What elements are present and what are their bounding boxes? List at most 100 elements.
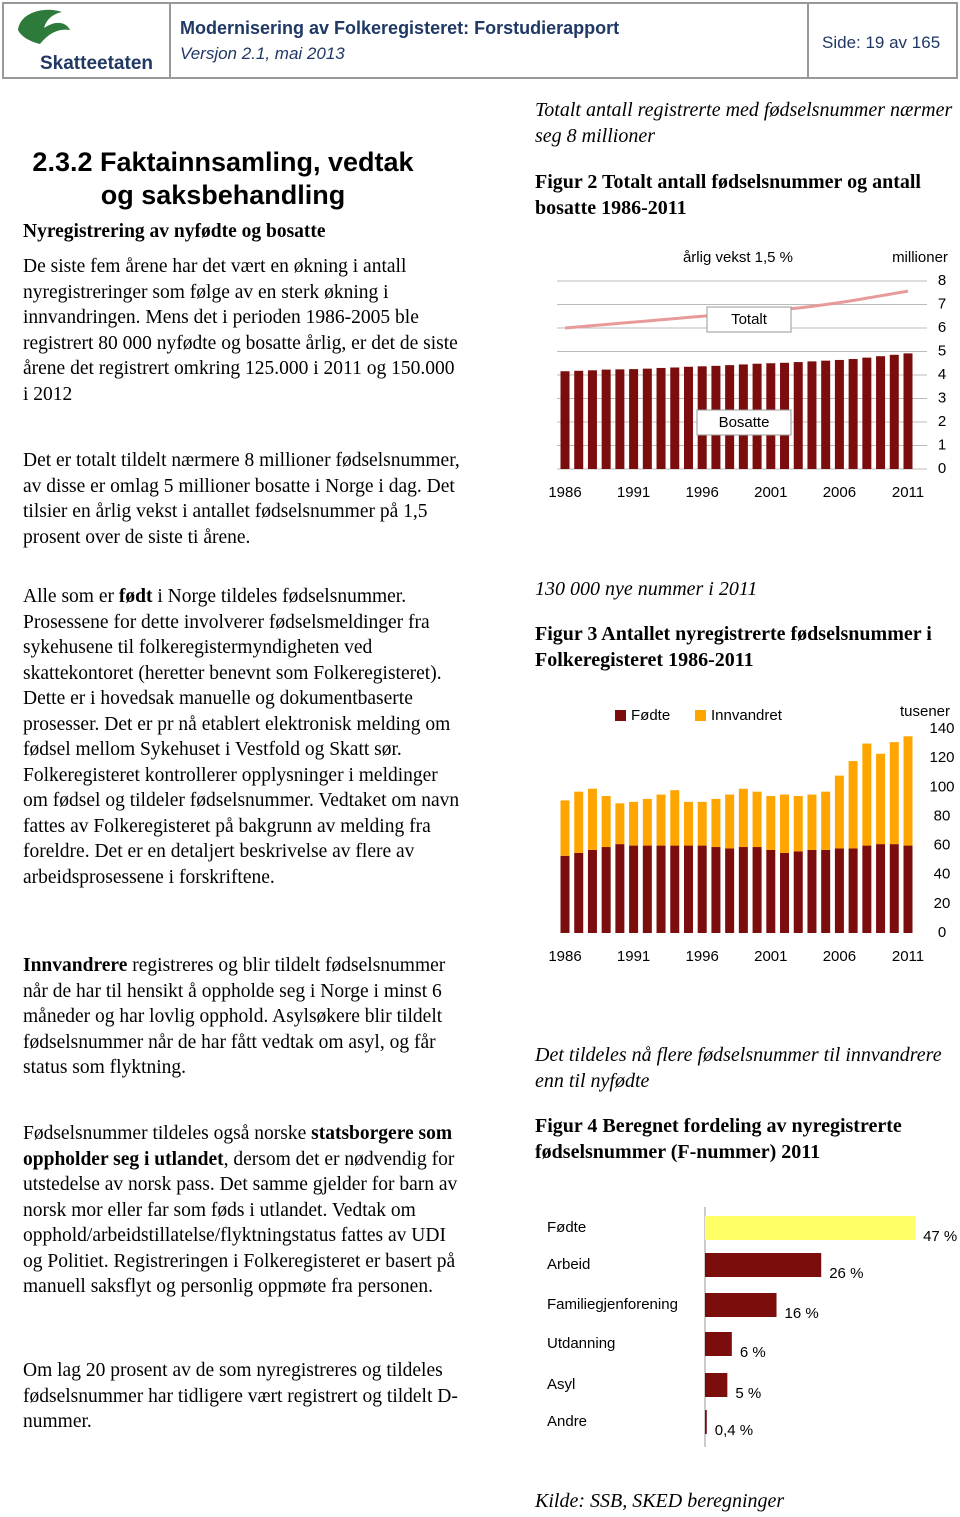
bar-segment [876, 753, 886, 845]
value-label: 16 % [785, 1305, 819, 1322]
text: registreres og blir tildelt fødselsnumme… [23, 955, 446, 1078]
bar-segment [629, 845, 639, 933]
value-label: 26 % [829, 1265, 863, 1282]
bar-segment [629, 801, 639, 846]
x-tick-label: 1991 [617, 948, 650, 965]
paragraph: Om lag 20 prosent av de som nyregistrere… [23, 1358, 463, 1435]
y-tick-label: 0 [938, 460, 946, 477]
bar [705, 1373, 728, 1397]
category-label: Andre [547, 1413, 587, 1430]
y-tick-label: 8 [938, 272, 946, 289]
bar-segment [889, 742, 899, 845]
logo-mark [18, 9, 70, 44]
bar [793, 362, 803, 469]
y-tick-label: 6 [938, 319, 946, 336]
bar-segment [889, 844, 899, 933]
bold-text: født [118, 586, 153, 607]
bar [807, 361, 817, 469]
bar-segment [738, 847, 748, 933]
annotation: årlig vekst 1,5 % [683, 249, 793, 266]
bar [601, 369, 611, 469]
y-tick-label: 7 [938, 295, 946, 312]
bar-segment [862, 845, 872, 933]
category-label: Fødte [547, 1219, 586, 1236]
bar-segment [574, 852, 584, 933]
y-tick-label: 1 [938, 436, 946, 453]
bar-segment [752, 791, 762, 848]
bar-segment [821, 791, 831, 850]
bar-segment [834, 848, 844, 933]
bar-segment [670, 790, 680, 846]
bar [560, 371, 570, 469]
bar [629, 369, 639, 469]
bar [848, 359, 858, 469]
figure-caption: Figur 4 Beregnet fordeling av nyregistre… [535, 1115, 902, 1163]
bar-segment [903, 736, 913, 846]
bar-segment [574, 791, 584, 853]
legend-label: Innvandret [711, 707, 783, 724]
x-tick-label: 1991 [617, 484, 650, 501]
text: Det er totalt tildelt nærmere 8 millione… [23, 450, 460, 548]
paragraph: Innvandrere registreres og blir tildelt … [23, 953, 463, 1081]
bar-segment [780, 852, 790, 933]
bar [876, 356, 886, 469]
bar-segment [780, 794, 790, 853]
y-tick-label: 2 [938, 413, 946, 430]
bar-segment [560, 800, 570, 856]
subheading: Nyregistrering av nyfødte og bosatte [23, 221, 326, 242]
bar-segment [766, 849, 776, 933]
bar-segment [601, 847, 611, 933]
bar [705, 1410, 707, 1434]
bar [642, 368, 652, 469]
category-label: Familiegjenforening [547, 1296, 678, 1313]
bar-segment [862, 743, 872, 846]
bar [705, 1332, 732, 1356]
bar-segment [683, 845, 693, 933]
y-axis-label: millioner [892, 249, 948, 266]
bar-segment [697, 845, 707, 933]
legend-swatch [615, 710, 626, 721]
logo-text: Skatteetaten [40, 53, 153, 74]
header-border [2, 2, 958, 79]
paragraph: Fødselsnummer tildeles også norske stats… [23, 1121, 463, 1300]
bar-segment [601, 796, 611, 848]
text: i Norge tildeles fødselsnummer. Prosesse… [23, 586, 460, 888]
bar-segment [793, 796, 803, 852]
bar-segment [670, 845, 680, 933]
text: Om lag 20 prosent av de som nyregistrere… [23, 1360, 458, 1432]
y-tick-label: 0 [938, 924, 946, 941]
bar-segment [560, 855, 570, 933]
y-tick-label: 20 [934, 895, 951, 912]
bar-segment [587, 788, 597, 850]
header-version: Versjon 2.1, mai 2013 [180, 44, 345, 63]
bar-segment [711, 798, 721, 848]
section-heading: 2.3.2 Faktainnsamling, vedtak og saksbeh… [32, 147, 414, 210]
header-title: Modernisering av Folkeregisteret: Forstu… [180, 18, 620, 38]
bar-segment [752, 847, 762, 933]
bar [656, 367, 666, 469]
bar-segment [807, 794, 817, 850]
bar-segment [848, 761, 858, 849]
bar [903, 353, 913, 469]
y-tick-label: 60 [934, 837, 951, 854]
bar [705, 1216, 916, 1240]
bar-segment [697, 801, 707, 846]
bar-segment [642, 845, 652, 933]
bar [587, 370, 597, 469]
bar-segment [793, 851, 803, 933]
bar-segment [766, 796, 776, 850]
y-axis-label: tusener [900, 703, 950, 720]
paragraph: Det er totalt tildelt nærmere 8 millione… [23, 448, 463, 550]
y-tick-label: 4 [938, 366, 946, 383]
text: Fødselsnummer tildeles også norske [23, 1123, 312, 1144]
bar-segment [656, 845, 666, 933]
bar-segment [615, 844, 625, 933]
bar-segment [807, 849, 817, 933]
text: Alle som er [23, 586, 119, 607]
label-box [696, 409, 792, 436]
figure-caption: Figur 2 Totalt antall fødselsnummer og a… [535, 171, 921, 219]
label-box [706, 306, 792, 333]
header-page: Side: 19 av 165 [822, 33, 941, 52]
